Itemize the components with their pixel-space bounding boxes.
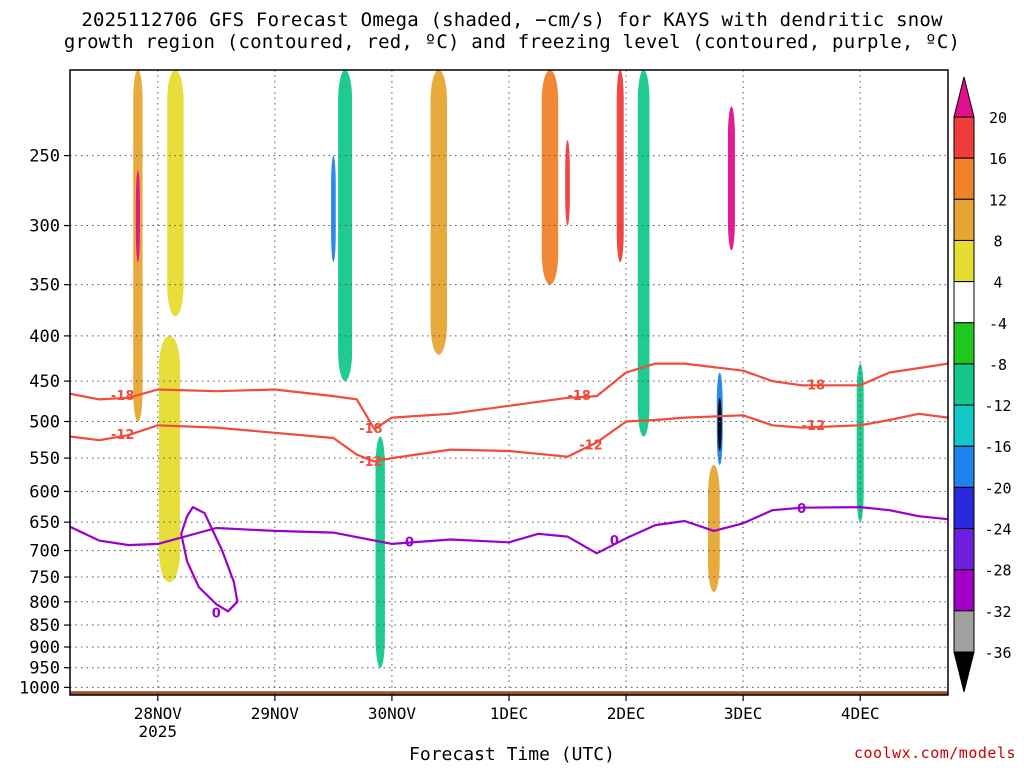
- colorbar-label: -12: [984, 397, 1011, 415]
- colorbar-box: [953, 116, 975, 159]
- ground-fill: [70, 691, 948, 695]
- colorbar-box: [953, 239, 975, 283]
- colorbar: 20 16 12 8 4 -4 -8 -12 -16 -20 -24 -28 -32 -36: [953, 76, 1012, 693]
- colorbar-label: 8: [993, 232, 1002, 250]
- colorbar-label: 16: [989, 150, 1007, 168]
- colorbar-box: [953, 445, 975, 488]
- y-tick-label: 650: [29, 513, 60, 533]
- contour-label: 0: [405, 535, 414, 550]
- colorbar-top-arrow: [953, 76, 975, 118]
- y-tick-label: 400: [29, 327, 60, 347]
- contour-labels: -18 -12 -18 -12 -18 -12 -18 -12 0 0 0 0: [111, 378, 825, 621]
- contour-line-dgz: [70, 412, 948, 463]
- contour-line-freezing: [180, 506, 239, 613]
- colorbar-box: [953, 610, 975, 653]
- colorbar-box: [953, 569, 975, 612]
- omega-region: [430, 70, 447, 355]
- y-tick-label: 900: [29, 638, 60, 658]
- x-tick-label: 2DEC: [607, 704, 646, 723]
- colorbar-label: 20: [989, 109, 1007, 127]
- omega-region: [375, 436, 385, 668]
- omega-shading: [133, 70, 864, 668]
- contour-label: 0: [610, 534, 619, 549]
- ground-layer: [70, 691, 948, 695]
- colorbar-label: 4: [993, 274, 1002, 292]
- y-tick-label: 500: [29, 413, 60, 433]
- x-tick-label: 29NOV: [251, 704, 300, 723]
- omega-region: [717, 397, 722, 452]
- x-axis-title: Forecast Time (UTC): [409, 744, 615, 765]
- y-axis: 2503003504004505005506006507007508008509…: [19, 147, 70, 698]
- colorbar-box: [953, 528, 975, 571]
- contour-label: -12: [579, 438, 603, 453]
- colorbar-label: -8: [989, 356, 1007, 374]
- colorbar-box: [953, 322, 975, 365]
- colorbar-label: -32: [984, 603, 1011, 621]
- contour-line-dgz: [70, 362, 948, 431]
- colorbar-box: [953, 404, 975, 447]
- chart-title-line-2: growth region (contoured, red, ºC) and f…: [63, 31, 961, 53]
- x-tick-sublabel: 2025: [139, 722, 178, 741]
- omega-region: [616, 70, 624, 263]
- colorbar-box: [953, 157, 975, 200]
- contour-label: -12: [802, 419, 826, 434]
- y-tick-label: 1000: [19, 678, 60, 698]
- contour-label: -12: [359, 455, 383, 470]
- colorbar-label: 12: [989, 191, 1007, 209]
- y-tick-label: 750: [29, 568, 60, 588]
- contour-label: -18: [359, 422, 383, 437]
- contour-label: -18: [567, 389, 591, 404]
- colorbar-label: -36: [984, 644, 1011, 662]
- y-tick-label: 950: [29, 659, 60, 679]
- colorbar-box: [953, 486, 975, 530]
- y-tick-label: 800: [29, 593, 60, 613]
- x-tick-label: 3DEC: [724, 704, 763, 723]
- y-tick-label: 450: [29, 372, 60, 392]
- omega-region: [856, 363, 864, 523]
- chart-title-line-1: 2025112706 GFS Forecast Omega (shaded, −…: [81, 9, 943, 31]
- contour-label: 0: [212, 607, 221, 622]
- y-tick-label: 550: [29, 449, 60, 469]
- colorbar-box: [953, 363, 975, 406]
- omega-region: [331, 155, 336, 263]
- contour-line-freezing: [70, 506, 948, 555]
- colorbar-label: -4: [989, 315, 1007, 333]
- omega-region: [135, 170, 140, 263]
- colorbar-bottom-arrow: [953, 651, 975, 693]
- colorbar-label: -16: [984, 438, 1011, 456]
- grid-lines: [70, 70, 948, 695]
- colorbar-label: -24: [984, 521, 1011, 539]
- omega-region: [158, 335, 181, 583]
- y-tick-label: 600: [29, 482, 60, 502]
- contour-label: -18: [111, 389, 135, 404]
- colorbar-label: -28: [984, 562, 1011, 580]
- y-tick-label: 250: [29, 147, 60, 167]
- omega-region: [637, 70, 650, 437]
- omega-region: [708, 464, 720, 593]
- x-tick-label: 4DEC: [841, 704, 880, 723]
- colorbar-label: -20: [984, 479, 1011, 497]
- y-tick-label: 300: [29, 217, 60, 237]
- x-tick-label: 28NOV: [134, 704, 183, 723]
- contour-label: -12: [111, 428, 135, 443]
- colorbar-box: [953, 281, 975, 324]
- y-tick-label: 850: [29, 616, 60, 636]
- x-tick-label: 30NOV: [368, 704, 417, 723]
- x-tick-label: 1DEC: [490, 704, 529, 723]
- colorbar-box: [953, 198, 975, 241]
- credit-text: coolwx.com/models: [853, 744, 1016, 762]
- y-tick-label: 700: [29, 542, 60, 562]
- omega-region: [541, 70, 559, 285]
- contour-lines: [70, 362, 948, 613]
- contour-label: -18: [802, 378, 826, 393]
- omega-region: [727, 106, 735, 251]
- omega-region: [565, 139, 570, 226]
- contour-label: 0: [797, 502, 806, 517]
- omega-region: [167, 70, 184, 317]
- y-tick-label: 350: [29, 276, 60, 296]
